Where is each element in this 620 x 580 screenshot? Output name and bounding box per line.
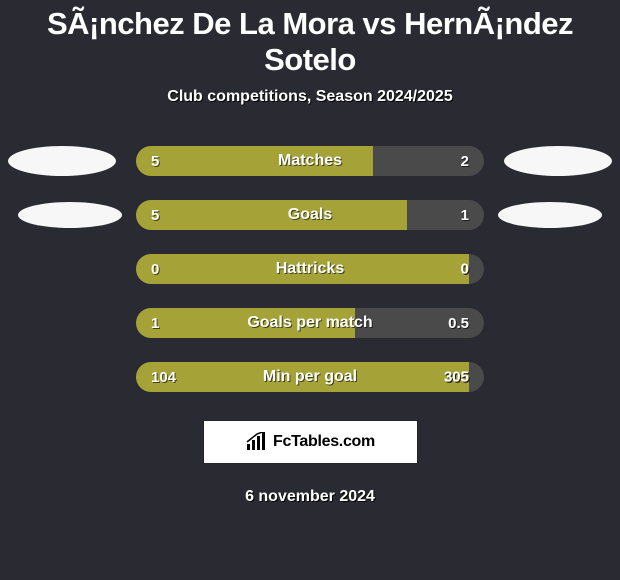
stat-row: 51Goals <box>0 200 620 230</box>
stat-bar: 51Goals <box>136 200 484 230</box>
stat-bar: 305104305Min per goal <box>136 362 484 392</box>
player-left-badge <box>18 202 122 228</box>
stat-bar: 52Matches <box>136 146 484 176</box>
stat-value-left: 5 <box>151 153 159 170</box>
bar-chart-icon <box>245 432 269 452</box>
stat-value-left: 5 <box>151 207 159 224</box>
stat-row: 52Matches <box>0 146 620 176</box>
stat-value-right: 305 <box>444 369 469 386</box>
stat-row: 305104305Min per goal <box>0 362 620 392</box>
comparison-title: SÃ¡nchez De La Mora vs HernÃ¡ndez Sotelo <box>0 6 620 78</box>
stat-value-right: 0 <box>461 261 469 278</box>
update-date: 6 november 2024 <box>0 488 620 506</box>
logo-text: FcTables.com <box>273 433 375 451</box>
comparison-subtitle: Club competitions, Season 2024/2025 <box>0 88 620 106</box>
stat-row: 10.5Goals per match <box>0 308 620 338</box>
stat-value-right: 0.5 <box>448 315 469 332</box>
stat-bar: 10.5Goals per match <box>136 308 484 338</box>
fctables-logo[interactable]: FcTables.com <box>203 420 418 464</box>
stat-row: 000Hattricks <box>0 254 620 284</box>
stat-value-right: 2 <box>461 153 469 170</box>
player-right-badge <box>504 146 612 176</box>
player-left-badge <box>8 146 116 176</box>
stat-value-right: 1 <box>461 207 469 224</box>
stat-value-left: 0 <box>151 261 159 278</box>
stat-bar: 000Hattricks <box>136 254 484 284</box>
stat-value-left: 1 <box>151 315 159 332</box>
stat-value-left: 104 <box>151 369 176 386</box>
player-right-badge <box>498 202 602 228</box>
